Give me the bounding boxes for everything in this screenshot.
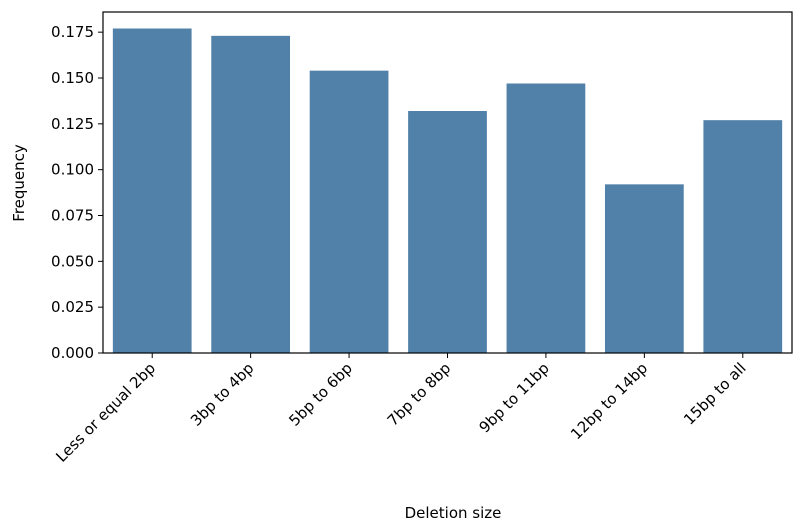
bar	[703, 120, 783, 354]
x-axis-label: Deletion size	[405, 504, 502, 522]
x-tick-label: 9bp to 11bp	[475, 359, 552, 436]
y-tick-label: 0.150	[51, 69, 94, 87]
x-tick-label: 7bp to 8bp	[384, 359, 455, 430]
plot-frame	[102, 11, 793, 354]
bar	[408, 111, 487, 353]
y-tick-label: 0.050	[51, 252, 94, 270]
y-tick-label: 0.125	[51, 115, 94, 133]
bar	[211, 35, 291, 353]
y-tick-label: 0.100	[51, 161, 94, 179]
bar	[604, 184, 684, 353]
bar	[309, 70, 389, 354]
x-tick-label: 3bp to 4bp	[187, 359, 258, 430]
bar	[112, 28, 192, 353]
y-tick-label: 0.175	[51, 23, 94, 41]
bar	[506, 83, 586, 353]
y-tick-label: 0.075	[51, 207, 94, 225]
y-tick-label: 0.025	[51, 298, 94, 316]
x-tick-label: 12bp to 14bp	[567, 359, 651, 443]
x-tick-label: Less or equal 2bp	[52, 359, 159, 466]
x-tick-label: 15bp to all	[680, 359, 749, 428]
x-tick-label: 5bp to 6bp	[285, 359, 356, 430]
y-tick-label: 0.000	[51, 344, 94, 362]
y-axis-label: Frequency	[10, 144, 28, 222]
